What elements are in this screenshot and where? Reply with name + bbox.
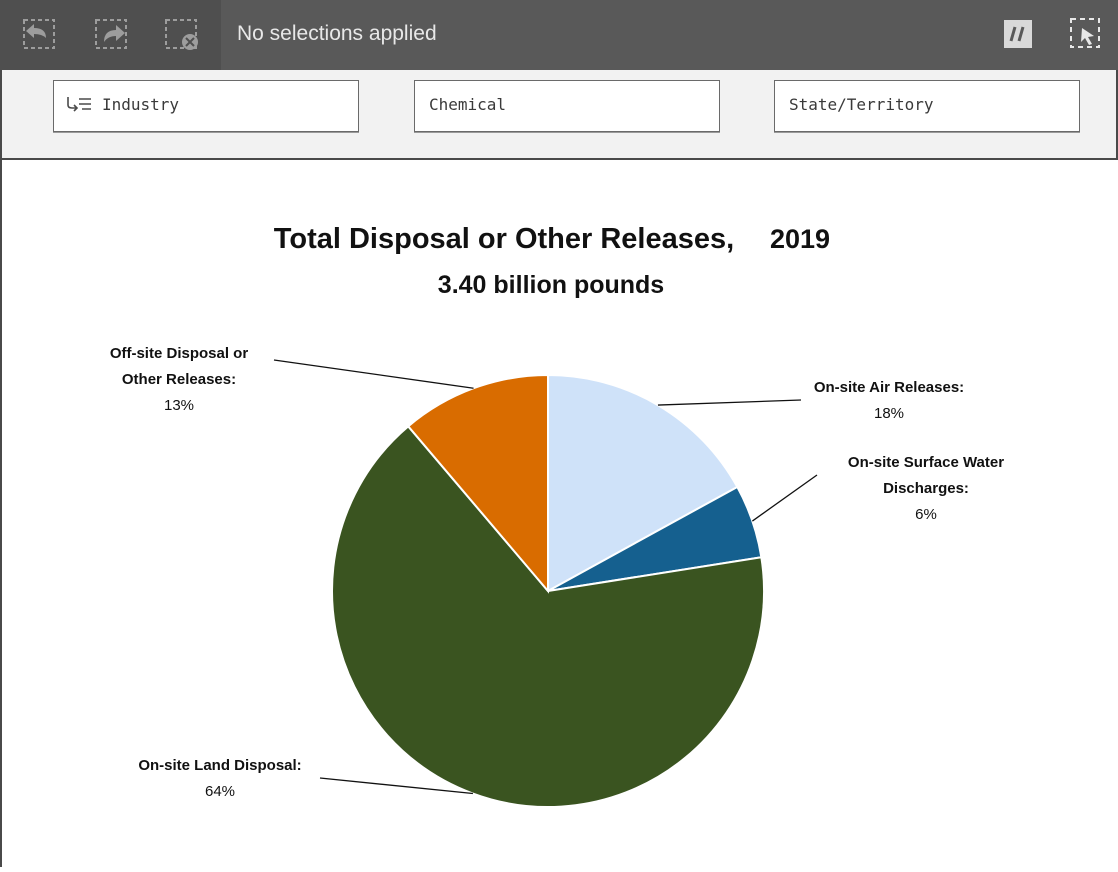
step-back-icon [23,19,55,49]
leader-lines [273,359,818,795]
leader-line [319,777,473,795]
filter-list-icon [67,97,91,112]
filter-label: Chemical [429,95,507,114]
chart-title-year: 2019 [770,224,830,254]
smart-search-icon [1004,20,1032,48]
filter-label: Industry [102,95,180,114]
selection-history-group [0,0,221,70]
back-button[interactable] [20,14,60,54]
slice-labels: On-site Air Releases: 18% On-site Surface … [110,345,1004,800]
smart-search-button[interactable] [1000,16,1036,52]
chart-panel: Total Disposal or Other Releases, 2019 3… [0,160,1118,867]
selections-tool-button[interactable] [1068,16,1104,52]
leader-line [751,474,818,522]
leader-line [273,359,474,389]
selections-tool-icon [1070,18,1100,48]
slice-onsite-air-releases[interactable] [547,373,739,593]
label-onsite-air-releases: On-site Air Releases: 18% [814,379,964,422]
forward-button[interactable] [92,14,132,54]
filter-label: State/Territory [789,95,934,114]
selections-toolbar: No selections applied [0,0,1118,70]
pie-chart: Total Disposal or Other Releases, 2019 3… [110,223,1004,808]
filter-bar: Industry Chemical State/Territory [0,70,1118,160]
label-onsite-land-disposal: On-site Land Disposal: 64% [138,757,301,800]
pie-slices [331,373,765,808]
label-onsite-surface-water-discharges: On-site Surface Water Discharges: 6% [848,454,1004,523]
state-territory-filter[interactable]: State/Territory [774,80,1080,132]
chemical-filter[interactable]: Chemical [414,80,720,132]
leader-line [657,399,802,406]
selections-status-text: No selections applied [237,22,437,45]
step-forward-icon [95,19,127,49]
slice-offsite-disposal[interactable] [406,373,549,594]
clear-selections-icon [165,19,198,50]
chart-subtitle: 3.40 billion pounds [438,271,664,299]
label-offsite-disposal: Off-site Disposal or Other Releases: 13% [110,345,249,414]
clear-selections-button[interactable] [162,14,202,54]
industry-filter[interactable]: Industry [53,80,359,132]
slice-onsite-land-disposal[interactable] [331,424,765,808]
chart-title: Total Disposal or Other Releases, [274,223,734,255]
